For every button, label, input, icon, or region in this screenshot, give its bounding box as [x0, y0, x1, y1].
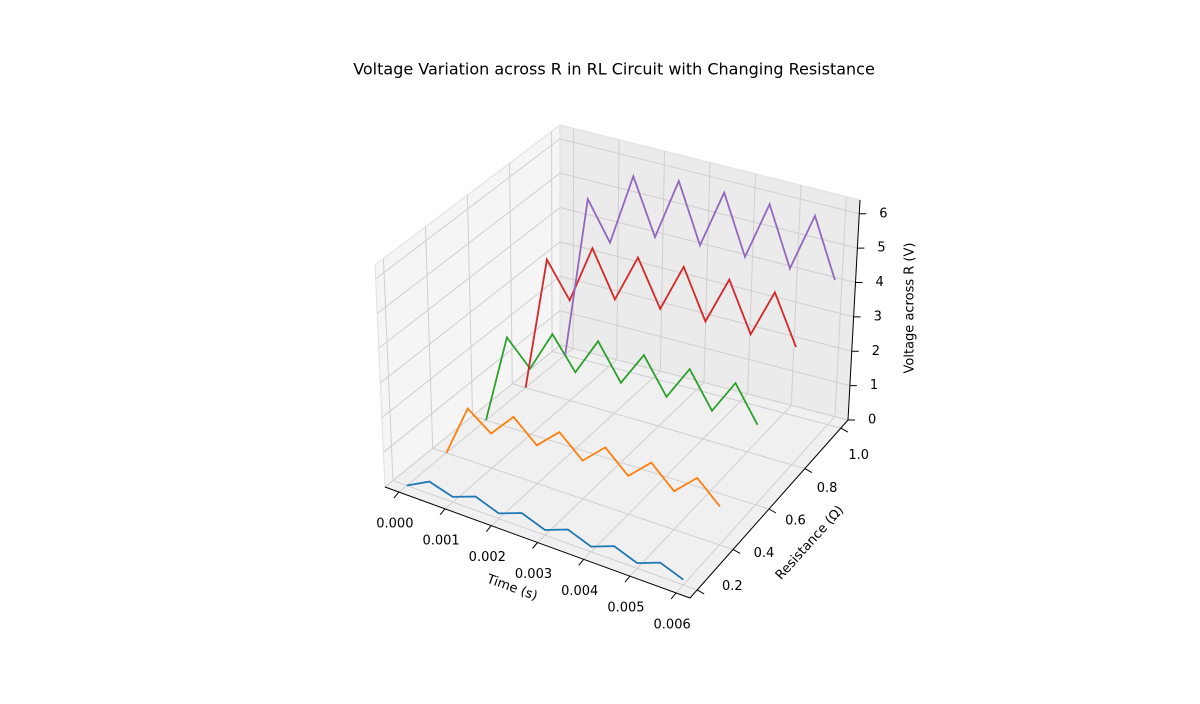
z-tick-label: 5 [877, 241, 885, 256]
y-tick-label: 0.2 [722, 579, 743, 594]
z-tick-label: 3 [874, 309, 882, 324]
chart-title: Voltage Variation across R in RL Circuit… [353, 60, 875, 79]
z-axis-label: Voltage across R (V) [903, 243, 918, 374]
x-tick-label: 0.003 [515, 567, 552, 582]
x-tick-label: 0.006 [654, 617, 691, 632]
z-tick-label: 0 [868, 413, 876, 428]
x-tick-label: 0.005 [607, 601, 644, 616]
z-tick-label: 2 [872, 344, 880, 359]
x-tick-label: 0.004 [561, 584, 598, 599]
x-tick-label: 0.002 [469, 550, 506, 565]
x-tick-label: 0.000 [376, 517, 413, 532]
y-tick-label: 0.4 [754, 546, 775, 561]
x-tick-label: 0.001 [422, 533, 459, 548]
z-tick-label: 4 [876, 275, 884, 290]
z-tick-label: 1 [870, 378, 878, 393]
y-tick-label: 0.6 [785, 514, 806, 529]
y-tick-label: 0.8 [817, 481, 838, 496]
grid-line [573, 128, 574, 348]
y-tick-label: 1.0 [848, 448, 869, 463]
z-tick-label: 6 [879, 206, 887, 221]
